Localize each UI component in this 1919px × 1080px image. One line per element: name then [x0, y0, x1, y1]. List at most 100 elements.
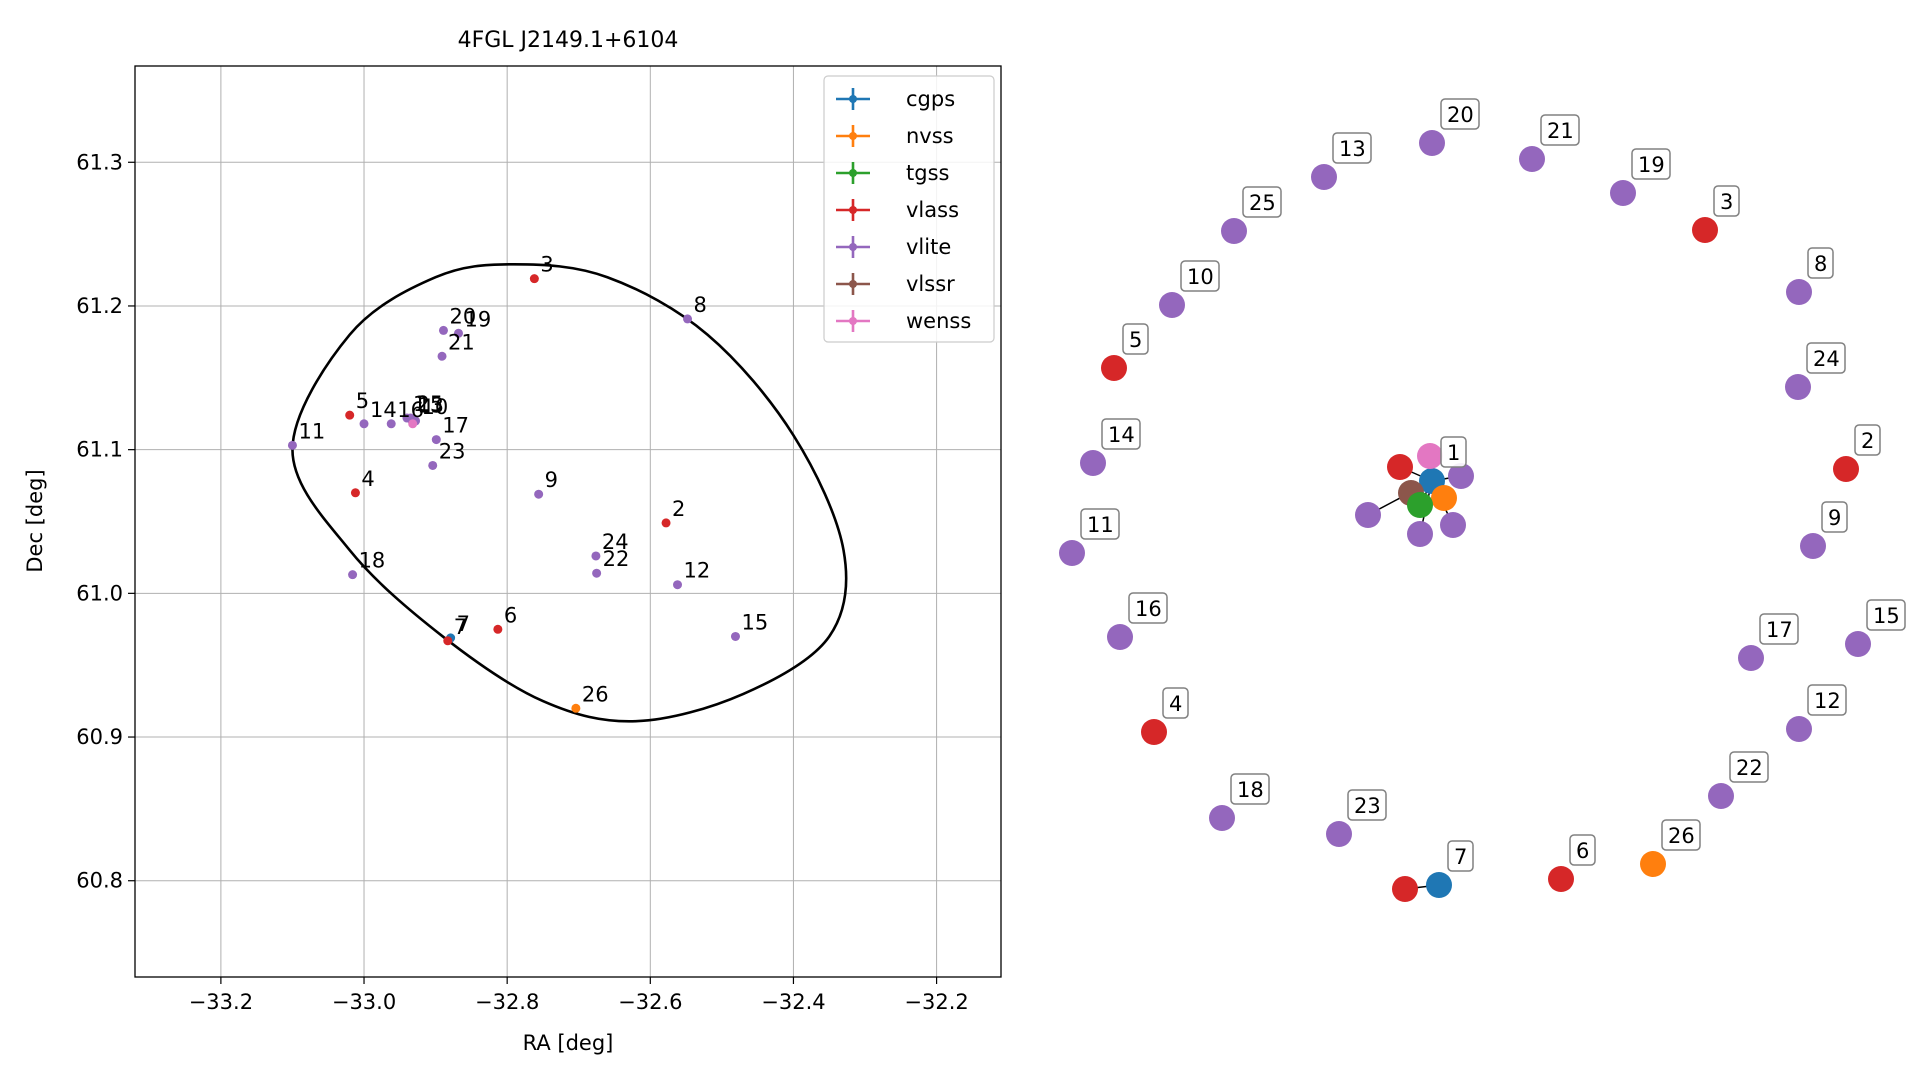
graph-node-label-box	[1440, 98, 1480, 130]
point-label: 19	[464, 307, 491, 331]
graph-node-label-box	[1447, 840, 1474, 872]
point-label: 7	[457, 612, 470, 636]
graph-node-label-box	[1807, 684, 1847, 716]
graph-node-label: 15	[1873, 604, 1900, 628]
graph-node-label-box	[1122, 323, 1149, 355]
legend-marker-dot	[849, 95, 857, 103]
graph-node-label: 10	[1187, 265, 1214, 289]
point-label: 26	[582, 682, 609, 706]
graph-node-vlite	[1738, 645, 1764, 671]
graph-node-label-box	[1242, 186, 1282, 218]
graph-node-label: 24	[1813, 347, 1840, 371]
y-tick-label: 61.3	[76, 150, 123, 174]
graph-node-vlite	[1407, 521, 1433, 547]
point-label: 13	[417, 393, 444, 417]
graph-node-label: 23	[1354, 794, 1381, 818]
graph-node-vlass	[1387, 454, 1413, 480]
x-tick-label: −32.6	[618, 990, 682, 1014]
graph-node-vlite	[1786, 716, 1812, 742]
scatter-points	[287, 274, 740, 713]
graph-nodes	[1059, 130, 1871, 902]
graph-node-vlite	[1080, 450, 1106, 476]
graph-node-vlite	[1221, 218, 1247, 244]
legend-label: cgps	[906, 87, 955, 111]
x-tick-label: −33.2	[189, 990, 253, 1014]
graph-node-vlite	[1448, 463, 1474, 489]
graph-node-vlite	[1107, 624, 1133, 650]
point-vlite	[453, 328, 463, 338]
graph-node-label: 8	[1814, 252, 1827, 276]
legend-label: tgss	[906, 161, 949, 185]
confidence-ellipse	[291, 262, 848, 723]
graph-node-label-box	[1332, 132, 1372, 164]
graph-node-label: 20	[1447, 103, 1474, 127]
graph-node-vlite	[1708, 783, 1734, 809]
legend-marker-dot	[849, 317, 857, 325]
graph-node-vlite	[1326, 821, 1352, 847]
point-vlite	[673, 580, 683, 590]
graph-node-vlite	[1419, 130, 1445, 156]
y-tick-label: 61.0	[76, 581, 123, 605]
graph-node-label: 14	[1108, 423, 1135, 447]
graph-node-label: 9	[1828, 506, 1841, 530]
point-label: 8	[694, 293, 707, 317]
scatter-labels: 1234567789101112131415161718192021222324…	[298, 253, 768, 707]
y-tick-label: 61.2	[76, 294, 123, 318]
point-label: 25	[417, 392, 444, 416]
legend-marker-dot	[849, 169, 857, 177]
graph-node-vlite	[1785, 374, 1811, 400]
graph-node-label: 25	[1249, 191, 1276, 215]
point-label: 16	[397, 398, 424, 422]
graph-node-label: 6	[1576, 839, 1589, 863]
point-label: 9	[545, 468, 558, 492]
graph-node-vlite	[1059, 540, 1085, 566]
graph-node-vlass	[1833, 456, 1859, 482]
graph-node-label-box	[1807, 247, 1834, 279]
graph-node-label-box	[1866, 599, 1906, 631]
graph-node-label: 1	[1447, 441, 1460, 465]
graph-node-label: 3	[1720, 190, 1733, 214]
plot-area-frame	[134, 65, 1002, 978]
graph-node-nvss	[1640, 851, 1666, 877]
legend-marker-dot	[849, 206, 857, 214]
graph-node-label: 19	[1638, 153, 1665, 177]
point-vlite	[386, 419, 396, 429]
point-label: 20	[449, 304, 476, 328]
point-nvss	[571, 703, 581, 713]
point-vlite	[431, 435, 441, 445]
graph-node-label-box	[1661, 819, 1701, 851]
point-wenss	[408, 419, 418, 429]
legend-label: vlass	[906, 198, 959, 222]
point-label: 1	[413, 392, 426, 416]
graph-node-label-box	[1713, 185, 1740, 217]
graph-node-label: 18	[1237, 778, 1264, 802]
scatter-panel: 4FGL J2149.1+6104 −33.2 −33.0 −32.8 −32.6 −3…	[23, 28, 1002, 1055]
point-vlite	[683, 314, 693, 324]
point-vlite	[428, 460, 438, 470]
graph-node-label: 16	[1135, 597, 1162, 621]
graph-node-tgss	[1407, 492, 1433, 518]
point-label: 6	[504, 603, 517, 627]
graph-node-label: 4	[1169, 692, 1182, 716]
point-vlite	[437, 351, 447, 361]
y-axis-ticks: 60.8 60.9 61.0 61.1 61.2 61.3	[76, 150, 135, 893]
point-label: 18	[359, 549, 386, 573]
point-label: 24	[602, 530, 629, 554]
graph-node-nvss	[1431, 485, 1457, 511]
point-label: 17	[442, 414, 469, 438]
graph-node-vlite	[1440, 512, 1466, 538]
graph-node-vlite	[1159, 292, 1185, 318]
legend-label: vlssr	[906, 272, 955, 296]
point-vlass	[345, 410, 355, 420]
legend-label: nvss	[906, 124, 954, 148]
graph-node-vlite	[1355, 502, 1381, 528]
graph-node-label-box	[1128, 592, 1168, 624]
graph-node-label-box	[1080, 508, 1120, 540]
graph-node-label-box	[1569, 834, 1596, 866]
x-tick-label: −32.8	[475, 990, 539, 1014]
graph-node-label-box	[1729, 751, 1769, 783]
graph-node-label-box	[1854, 424, 1881, 456]
graph-node-label: 7	[1454, 845, 1467, 869]
graph-node-label-box	[1759, 613, 1799, 645]
point-vlite	[287, 440, 297, 450]
